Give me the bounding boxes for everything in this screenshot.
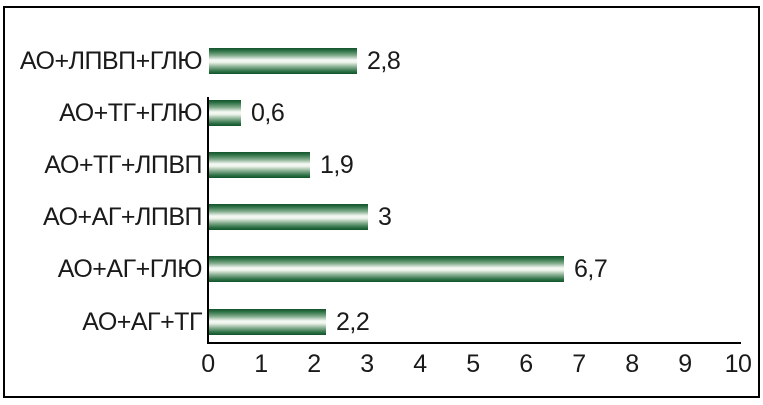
value-label: 6,7 bbox=[574, 255, 608, 283]
x-tick-label: 7 bbox=[572, 350, 586, 378]
x-axis-line bbox=[207, 342, 741, 344]
category-label: АО+ТГ+ГЛЮ bbox=[59, 99, 202, 127]
bar bbox=[209, 48, 357, 74]
category-label: АО+АГ+ГЛЮ bbox=[57, 255, 203, 283]
x-tick-label: 10 bbox=[724, 350, 752, 378]
value-label: 2,2 bbox=[336, 308, 370, 336]
category-label: АО+ТГ+ЛПВП bbox=[44, 151, 202, 179]
x-tick-label: 5 bbox=[466, 350, 480, 378]
x-tick-label: 1 bbox=[254, 350, 268, 378]
value-label: 1,9 bbox=[320, 151, 354, 179]
figure-frame bbox=[3, 6, 760, 398]
value-label: 3 bbox=[378, 203, 392, 231]
bar bbox=[209, 100, 241, 126]
x-tick-label: 0 bbox=[201, 350, 215, 378]
category-label: АО+АГ+ТГ bbox=[82, 308, 202, 336]
x-tick-label: 8 bbox=[625, 350, 639, 378]
value-label: 0,6 bbox=[251, 99, 285, 127]
bar bbox=[209, 256, 564, 282]
category-label: АО+ЛПВП+ГЛЮ bbox=[19, 47, 203, 75]
x-tick-label: 2 bbox=[307, 350, 321, 378]
x-tick-label: 3 bbox=[360, 350, 374, 378]
bar bbox=[209, 309, 326, 335]
bar bbox=[209, 204, 368, 230]
x-tick-label: 9 bbox=[678, 350, 692, 378]
value-label: 2,8 bbox=[367, 47, 401, 75]
bar bbox=[209, 152, 310, 178]
x-tick-label: 4 bbox=[413, 350, 427, 378]
category-label: АО+АГ+ЛПВП bbox=[42, 203, 203, 231]
y-axis-line bbox=[207, 97, 209, 344]
x-tick-label: 6 bbox=[519, 350, 533, 378]
